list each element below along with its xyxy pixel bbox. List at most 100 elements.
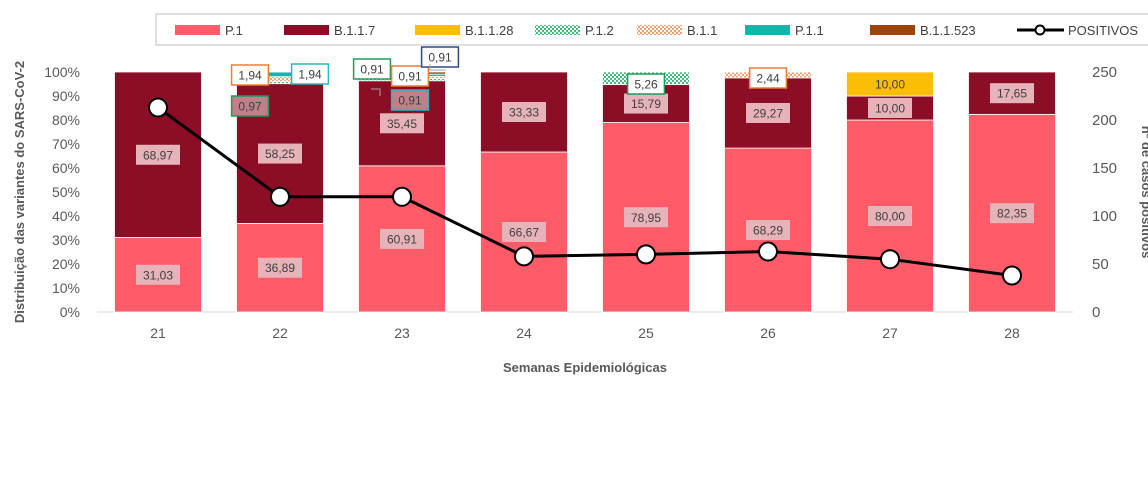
data-label-box bbox=[502, 221, 546, 242]
data-label: 66,67 bbox=[509, 225, 539, 239]
label-b117: 17,65 bbox=[990, 83, 1034, 104]
data-label: 5,26 bbox=[634, 78, 658, 92]
y2-tick-label: 200 bbox=[1092, 112, 1117, 129]
y-tick-label: 10% bbox=[52, 280, 80, 296]
data-label-box bbox=[748, 67, 788, 89]
callout-b-1-1-523: 0,91 bbox=[420, 46, 460, 68]
y-tick-label: 20% bbox=[52, 256, 80, 272]
label-p1: 78,95 bbox=[624, 207, 668, 228]
data-label: 78,95 bbox=[631, 211, 661, 225]
legend-label: B.1.1.28 bbox=[465, 23, 513, 38]
label-b117: 58,25 bbox=[258, 143, 302, 164]
x-tick-label: 22 bbox=[272, 325, 288, 341]
legend-item-positivos: POSITIVOS bbox=[1017, 23, 1138, 38]
data-label-box bbox=[868, 74, 912, 94]
data-label-box bbox=[746, 102, 790, 123]
data-label-box bbox=[868, 206, 912, 226]
legend-item-p-1: P.1 bbox=[175, 23, 243, 38]
label-p1: 80,00 bbox=[868, 206, 912, 226]
data-label: 0,91 bbox=[360, 63, 384, 77]
data-label-box bbox=[136, 264, 180, 285]
data-label-box bbox=[352, 58, 392, 80]
label-p1: 82,35 bbox=[990, 203, 1034, 224]
data-label-box bbox=[290, 63, 330, 85]
y2-tick-label: 0 bbox=[1092, 304, 1100, 321]
data-label-box bbox=[868, 98, 912, 118]
positivos-point bbox=[880, 249, 900, 270]
legend-swatch bbox=[745, 25, 790, 35]
data-labels: 31,03 68,97 36,89 58,25 60,91 35,45 66,67 33,33… bbox=[136, 46, 1034, 285]
bar-segment-p-1 bbox=[480, 151, 568, 313]
callout-b-1-1: 2,44 bbox=[748, 67, 788, 89]
label-p1: 68,29 bbox=[746, 220, 790, 241]
legend-label: B.1.1 bbox=[687, 23, 717, 38]
legend-swatch bbox=[175, 25, 220, 35]
legend-swatch bbox=[870, 25, 915, 35]
positivos-point bbox=[514, 246, 534, 267]
legend-label: POSITIVOS bbox=[1068, 23, 1138, 38]
data-label-box bbox=[380, 113, 424, 134]
positivos-point bbox=[392, 186, 412, 207]
data-label-box bbox=[624, 93, 668, 114]
label-b117: 35,45 bbox=[380, 113, 424, 134]
data-label: 35,45 bbox=[387, 117, 417, 131]
data-label: 1,94 bbox=[238, 69, 262, 83]
y-tick-label: 80% bbox=[52, 112, 80, 128]
data-label: 80,00 bbox=[875, 210, 905, 224]
legend-item-b-1-1-523: B.1.1.523 bbox=[870, 23, 976, 38]
y-tick-label: 100% bbox=[44, 64, 80, 80]
data-label: 0,91 bbox=[398, 70, 422, 84]
y2-tick-label: 150 bbox=[1092, 160, 1117, 177]
legend: P.1 B.1.1.7 B.1.1.28 P.1.2 B.1.1 P.1.1 B.1.1.5… bbox=[155, 13, 1148, 46]
y-tick-label: 70% bbox=[52, 136, 80, 152]
data-label: 36,89 bbox=[265, 261, 295, 275]
y-tick-label: 60% bbox=[52, 160, 80, 176]
legend-label: P.1.1 bbox=[795, 23, 824, 38]
legend-label: P.1 bbox=[225, 23, 243, 38]
leader-line bbox=[371, 88, 381, 96]
data-label-box bbox=[624, 207, 668, 228]
x-tick-label: 26 bbox=[760, 325, 776, 341]
data-label: 33,33 bbox=[509, 105, 539, 119]
data-label: 0,91 bbox=[428, 51, 452, 65]
legend-item-b-1-1-28: B.1.1.28 bbox=[415, 23, 513, 38]
label-p1: 36,89 bbox=[258, 257, 302, 278]
label-b117: 68,97 bbox=[136, 144, 180, 165]
x-tick-label: 27 bbox=[882, 325, 898, 341]
callout-p-1-1: 0,91 bbox=[390, 89, 430, 111]
data-label-box bbox=[390, 89, 430, 111]
callout-b-1-1: 0,91 bbox=[390, 65, 430, 87]
data-label: 0,91 bbox=[398, 94, 422, 108]
data-label: 31,03 bbox=[143, 268, 173, 282]
callout-p-1-2: 0,91 bbox=[352, 58, 392, 80]
positivos-point bbox=[636, 244, 656, 265]
legend-item-b-1-1: B.1.1 bbox=[637, 23, 717, 38]
x-tick-label: 21 bbox=[150, 325, 166, 341]
legend-marker bbox=[1034, 24, 1046, 36]
legend-label: B.1.1.7 bbox=[334, 23, 375, 38]
callout-b-1-1: 1,94 bbox=[230, 64, 270, 86]
data-label-box bbox=[390, 65, 430, 87]
label-b117: 15,79 bbox=[624, 93, 668, 114]
data-label-box bbox=[380, 228, 424, 249]
label-b117: 29,27 bbox=[746, 102, 790, 123]
callout-p-1-2: 5,26 bbox=[626, 73, 666, 95]
data-label: 17,65 bbox=[997, 87, 1027, 101]
y2-tick-label: 50 bbox=[1092, 256, 1109, 273]
label-p1: 31,03 bbox=[136, 264, 180, 285]
data-label: 58,25 bbox=[265, 147, 295, 161]
y2-axis-title: nº de casos positivos bbox=[1139, 126, 1148, 259]
callout-p-1-2: 0,97 bbox=[230, 95, 270, 117]
data-label-box bbox=[502, 101, 546, 122]
positivos-point bbox=[270, 186, 290, 207]
y-tick-label: 30% bbox=[52, 232, 80, 248]
x-axis-title: Semanas Epidemiológicas bbox=[503, 360, 667, 375]
data-label: 2,44 bbox=[756, 72, 780, 86]
data-label: 10,00 bbox=[875, 78, 905, 92]
positivos-point bbox=[758, 241, 778, 262]
data-label-box bbox=[258, 143, 302, 164]
data-label-box bbox=[990, 203, 1034, 224]
data-label-box bbox=[746, 220, 790, 241]
y-axis-title: Distribuição das variantes do SARS-CoV-2 bbox=[12, 61, 27, 323]
